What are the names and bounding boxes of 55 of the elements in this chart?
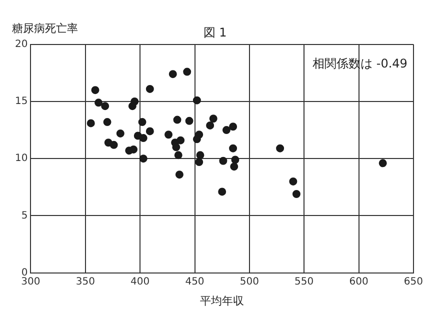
point	[292, 190, 300, 198]
point	[276, 144, 284, 152]
point	[192, 135, 201, 144]
point	[86, 119, 95, 128]
point	[139, 134, 148, 142]
point	[128, 102, 136, 110]
point	[139, 154, 148, 163]
point	[175, 170, 184, 179]
point	[209, 114, 218, 123]
point	[229, 144, 238, 152]
point	[231, 156, 240, 164]
y-tick-label: 10	[14, 153, 28, 164]
point	[289, 177, 298, 186]
x-tick-label: 550	[294, 276, 314, 288]
point	[164, 130, 173, 139]
x-tick-label: 650	[404, 276, 424, 288]
point	[91, 86, 100, 94]
point	[138, 118, 146, 126]
point	[110, 140, 118, 149]
point	[185, 116, 194, 125]
point	[116, 129, 124, 138]
point	[378, 159, 387, 168]
y-tick-label: 15	[14, 96, 28, 108]
point	[183, 68, 192, 76]
point	[168, 70, 177, 78]
point	[195, 158, 204, 166]
point	[219, 156, 228, 165]
x-tick-label: 300	[21, 276, 40, 288]
point	[94, 98, 103, 107]
x-axis-title: 平均年収	[200, 294, 244, 308]
point	[173, 116, 182, 124]
y-tick-label: 20	[14, 38, 28, 50]
point	[196, 151, 204, 160]
point	[230, 162, 238, 171]
point	[192, 96, 201, 104]
chart-title: 図 1	[203, 25, 227, 40]
y-axis-title: 糖尿病死亡率	[12, 22, 78, 35]
x-tick-label: 450	[185, 276, 204, 288]
point	[222, 126, 230, 134]
point	[146, 127, 154, 136]
x-tick-label: 600	[349, 276, 368, 288]
point	[174, 151, 182, 160]
point	[103, 118, 112, 126]
point	[206, 121, 214, 130]
point	[130, 145, 138, 154]
point	[218, 188, 226, 196]
point	[172, 143, 180, 152]
x-tick-label: 500	[240, 276, 259, 288]
x-tick-label: 350	[76, 276, 95, 288]
point	[101, 102, 110, 110]
point	[229, 122, 238, 131]
x-tick-label: 400	[130, 276, 150, 288]
y-tick-label: 5	[21, 210, 28, 222]
y-tick-label: 0	[21, 267, 28, 278]
point	[146, 84, 154, 93]
